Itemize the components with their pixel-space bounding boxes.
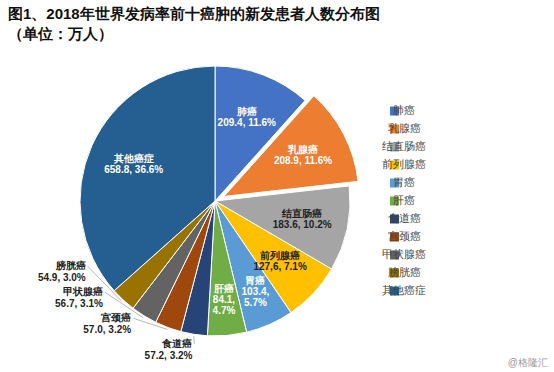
- svg-text:前列腺癌: 前列腺癌: [382, 158, 426, 170]
- svg-text:食道癌: 食道癌: [388, 212, 421, 224]
- svg-text:肺癌209.4, 11.6%: 肺癌209.4, 11.6%: [218, 106, 276, 128]
- svg-text:结直肠癌183.6, 10.2%: 结直肠癌183.6, 10.2%: [273, 208, 332, 230]
- svg-text:宫颈癌57.0, 3.2%: 宫颈癌57.0, 3.2%: [83, 312, 131, 335]
- svg-text:肺癌: 肺癌: [393, 104, 415, 116]
- svg-text:胃癌103.4,5.7%: 胃癌103.4,5.7%: [242, 275, 270, 308]
- html-text:（单位：万人）: （单位：万人）: [8, 25, 113, 42]
- svg-text:宫颈癌: 宫颈癌: [388, 230, 421, 242]
- svg-text:胃癌: 胃癌: [393, 176, 415, 188]
- svg-text:结直肠癌: 结直肠癌: [382, 140, 426, 152]
- svg-text:食道癌57.2, 3.2%: 食道癌57.2, 3.2%: [145, 338, 193, 361]
- svg-text:膀胱癌: 膀胱癌: [388, 266, 421, 278]
- svg-text:其他癌症658.8, 36.6%: 其他癌症658.8, 36.6%: [104, 153, 163, 175]
- svg-text:乳腺癌: 乳腺癌: [388, 122, 421, 134]
- svg-text:@格隆汇: @格隆汇: [508, 357, 548, 368]
- svg-text:膀胱癌54.9, 3.0%: 膀胱癌54.9, 3.0%: [38, 260, 86, 283]
- svg-text:肝癌84.1,4.7%: 肝癌84.1,4.7%: [213, 283, 236, 316]
- svg-text:甲状腺癌56.7, 3.1%: 甲状腺癌56.7, 3.1%: [55, 286, 103, 309]
- svg-text:肝癌: 肝癌: [393, 194, 415, 206]
- svg-text:其他癌症: 其他癌症: [382, 284, 426, 296]
- svg-text:甲状腺癌: 甲状腺癌: [382, 248, 426, 260]
- html-text:图1、2018年世界发病率前十癌肿的新发患者人数分布图: 图1、2018年世界发病率前十癌肿的新发患者人数分布图: [8, 5, 380, 22]
- svg-text:乳腺癌208.9, 11.6%: 乳腺癌208.9, 11.6%: [274, 144, 332, 166]
- svg-text:前列腺癌127,6, 7.1%: 前列腺癌127,6, 7.1%: [253, 250, 306, 272]
